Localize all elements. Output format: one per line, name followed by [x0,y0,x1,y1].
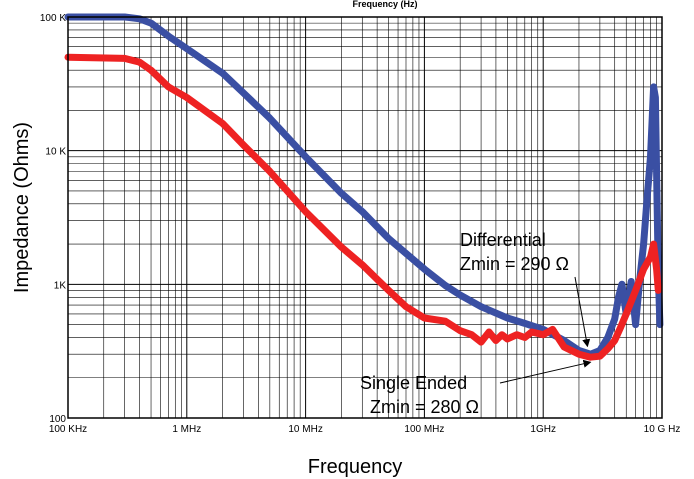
annotation-single-arrow [499,359,592,384]
x-tick-label: 1 MHz [172,424,201,435]
y-tick-label: 1K [54,280,67,291]
x-axis-title: Frequency [308,456,403,478]
y-tick-label: 100 [49,414,66,425]
series-line-differential [64,13,664,358]
x-tick-label: 100 KHz [49,424,87,435]
annotation-single-zmin: Zmin = 280 Ω [370,397,479,417]
tick-labels: 100 KHz 1 MHz 10 MHz 100 MHz 1GHz 10 G Hz 100 1… [40,13,680,435]
plot-frame [67,16,663,419]
y-tick-label: 10 K [45,147,66,158]
x-tick-label: 10 MHz [288,424,322,435]
y-axis-title: Impedance (Ohms) [11,122,33,293]
x-tick-label: 100 MHz [404,424,444,435]
top-axis-title: Frequency (Hz) [352,0,417,9]
x-tick-label: 1GHz [530,424,556,435]
y-tick-label: 100 K [40,13,66,24]
annotations: Differential Zmin = 290 Ω Single Ended Z… [360,230,592,417]
series-line-single-ended [64,53,662,361]
annotation-differential-zmin: Zmin = 290 Ω [460,254,569,274]
series-layer [64,13,664,361]
x-tick-label: 10 G Hz [644,424,681,435]
annotation-differential-arrow [574,276,591,348]
annotation-differential-label: Differential [460,230,546,250]
annotation-single-label: Single Ended [360,373,467,393]
